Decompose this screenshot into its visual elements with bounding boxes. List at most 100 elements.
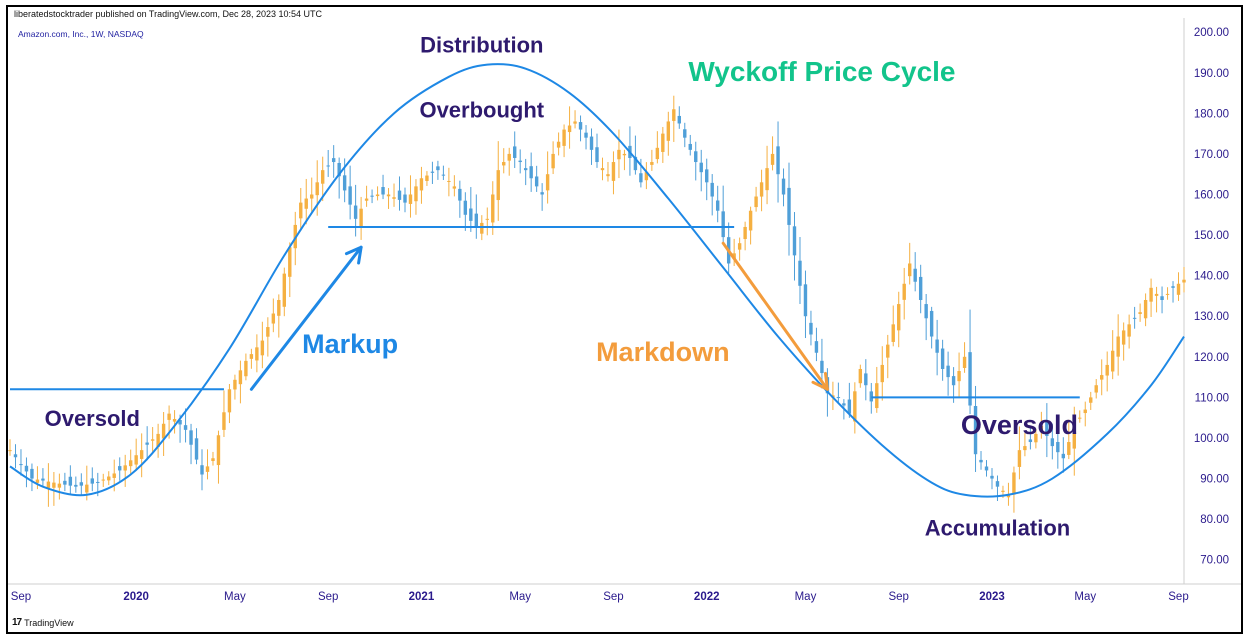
candle-body <box>277 300 281 316</box>
candle <box>375 186 380 201</box>
candle <box>266 317 270 357</box>
candle <box>545 151 550 204</box>
candle <box>419 166 424 204</box>
candle <box>1094 379 1098 399</box>
candle <box>57 473 62 500</box>
candle-body <box>447 180 451 182</box>
candle-body <box>392 197 396 199</box>
candle <box>595 133 599 168</box>
candle <box>441 165 446 181</box>
candle-body <box>1094 385 1098 393</box>
oversold-label-right: Oversold <box>961 410 1078 440</box>
candle-body <box>205 466 210 472</box>
candle-body <box>167 413 171 420</box>
candle <box>79 473 84 495</box>
candle-body <box>178 419 182 425</box>
candle-body <box>622 153 627 156</box>
candle <box>672 95 676 142</box>
candle-body <box>737 243 742 250</box>
candle-body <box>513 146 517 158</box>
candle-body <box>754 196 758 208</box>
candle <box>183 408 188 443</box>
candle <box>1045 403 1049 458</box>
markdown-arrow <box>721 241 829 391</box>
candle <box>847 382 852 418</box>
candle <box>211 451 215 466</box>
candle <box>277 294 281 338</box>
candle-body <box>364 198 369 201</box>
candle-body <box>540 192 544 195</box>
candle <box>63 472 67 492</box>
x-tick-label: May <box>795 591 817 603</box>
candle-body <box>441 174 446 176</box>
candle-body <box>1056 441 1060 453</box>
candle-body <box>551 153 555 169</box>
candle-body <box>370 195 374 197</box>
candle-body <box>222 412 226 430</box>
candle-body <box>644 172 649 181</box>
candle <box>551 141 555 175</box>
candle <box>107 471 111 486</box>
candle <box>90 467 94 492</box>
candle-body <box>699 162 703 173</box>
candle <box>1034 428 1038 449</box>
candle-body <box>502 162 506 166</box>
candle <box>650 149 654 171</box>
markup-arrow <box>249 245 363 391</box>
candle-body <box>545 174 550 191</box>
candle-body <box>150 439 155 441</box>
candle-body <box>331 158 336 163</box>
candle <box>973 385 978 472</box>
candle-body <box>491 194 495 223</box>
candle-body <box>35 479 40 483</box>
candle <box>1105 351 1109 392</box>
candle-body <box>249 354 254 359</box>
candle <box>271 298 276 333</box>
accumulation-label: Accumulation <box>925 515 1070 540</box>
candle-body <box>1149 287 1153 302</box>
candle-body <box>68 476 73 486</box>
candle-body <box>617 149 621 160</box>
candle-body <box>990 475 994 479</box>
candle-body <box>381 187 385 195</box>
candle-body <box>1110 350 1115 372</box>
candle <box>798 236 802 305</box>
candle-body <box>853 391 857 422</box>
candle <box>1132 306 1137 329</box>
candle-body <box>1001 490 1005 492</box>
tradingview-logo[interactable]: 17 TradingView <box>12 617 74 628</box>
candle <box>759 169 764 212</box>
candle <box>172 410 177 434</box>
candle-body <box>1160 296 1164 300</box>
candle <box>452 175 457 197</box>
candle <box>924 294 928 341</box>
candle-body <box>194 438 199 460</box>
candle <box>1165 287 1170 300</box>
candle <box>331 145 336 178</box>
candle-body <box>397 190 402 200</box>
markdown-arrow-shaft <box>721 241 829 391</box>
candle-body <box>128 460 133 467</box>
candle-body <box>101 479 105 481</box>
candle-body <box>24 465 29 472</box>
candle <box>886 334 890 379</box>
candle <box>1089 391 1093 410</box>
candle <box>715 185 720 223</box>
candle-body <box>1083 409 1087 414</box>
candle-body <box>1012 472 1016 495</box>
candle <box>1127 314 1131 349</box>
candle-body <box>414 186 418 202</box>
candle-body <box>814 341 819 353</box>
candle-body <box>979 459 983 463</box>
candle-body <box>803 284 808 317</box>
candle-body <box>913 268 917 282</box>
candle-body <box>589 136 594 150</box>
candle-body <box>715 200 720 211</box>
candle <box>364 185 369 207</box>
candle-body <box>1089 397 1093 403</box>
candle <box>1056 422 1060 469</box>
candle-body <box>408 194 413 204</box>
candle <box>853 382 857 434</box>
candle <box>940 339 945 381</box>
candle <box>710 174 714 216</box>
